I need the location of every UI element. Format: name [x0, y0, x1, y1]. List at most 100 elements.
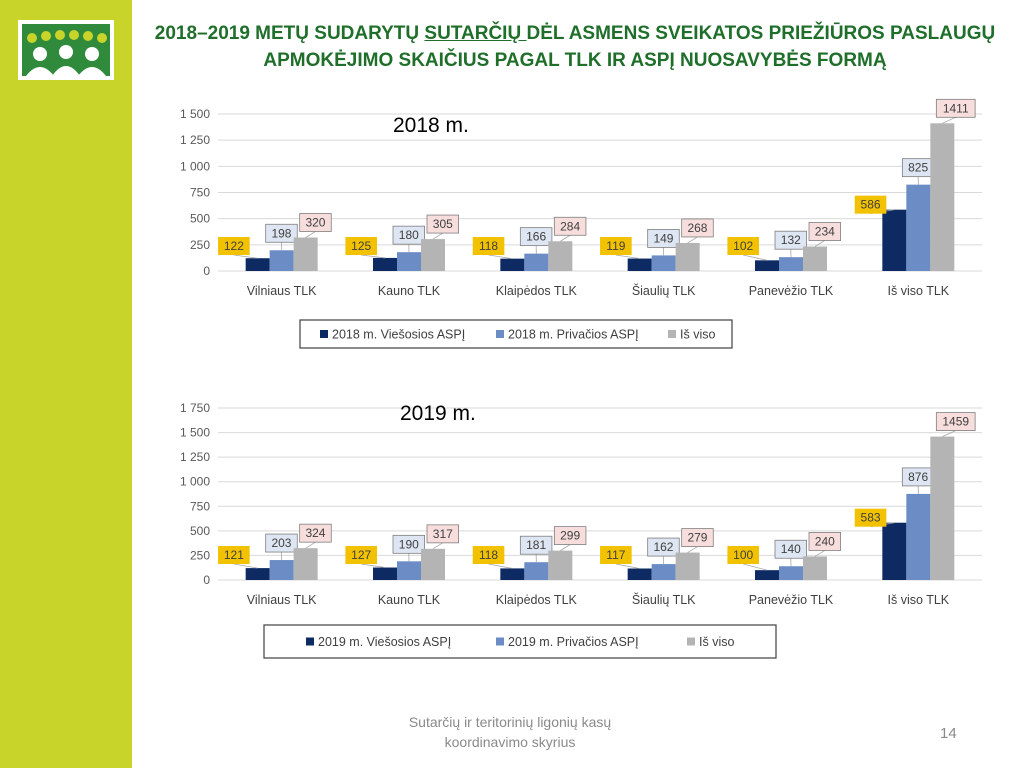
data-label-box: [392, 534, 426, 554]
bar: [675, 242, 700, 271]
data-label-box: [218, 546, 250, 564]
data-label: 1459: [942, 415, 969, 429]
data-label-box: [392, 225, 426, 245]
data-label: 127: [351, 548, 371, 562]
bar: [930, 436, 955, 580]
label-leader: [361, 563, 386, 568]
y-tick-label: 500: [190, 524, 210, 538]
data-label-box: [553, 216, 587, 236]
bar: [803, 246, 827, 271]
data-label: 299: [560, 529, 580, 543]
y-tick-label: 1 250: [180, 133, 210, 147]
sidebar-accent: [0, 0, 132, 768]
y-tick-label: 1 000: [180, 159, 210, 173]
bar: [627, 258, 652, 271]
x-category-label: Panevėžio TLK: [749, 593, 834, 607]
data-label-box: [553, 526, 587, 546]
data-label-box: [935, 412, 976, 432]
data-label-box: [935, 98, 976, 118]
bar: [930, 123, 955, 271]
y-tick-label: 750: [190, 186, 210, 200]
data-label-box: [808, 532, 842, 551]
x-category-label: Šiaulių TLK: [632, 283, 696, 298]
data-label-box: [647, 229, 680, 248]
data-label-box: [774, 539, 808, 559]
label-leader: [814, 240, 826, 247]
data-label: 198: [271, 226, 291, 240]
bar: [755, 260, 779, 271]
bar: [651, 564, 676, 580]
bar: [779, 257, 803, 271]
title-underlined-word: SUTARČIŲ: [424, 23, 527, 44]
x-category-label: Iš viso TLK: [888, 593, 950, 607]
data-label-box: [681, 218, 714, 238]
data-label: 190: [399, 537, 419, 551]
data-label: 140: [781, 542, 801, 556]
legend-swatch: [668, 330, 676, 338]
bar: [245, 258, 270, 271]
data-label: 876: [908, 470, 928, 484]
data-label-box: [519, 227, 553, 247]
legend-label: Iš viso: [680, 328, 715, 342]
bar: [373, 257, 397, 271]
label-leader: [560, 544, 571, 551]
data-label: 119: [606, 239, 625, 253]
y-tick-label: 1 500: [180, 107, 210, 121]
data-label-box: [854, 508, 887, 527]
label-leader: [305, 541, 316, 549]
bar: [675, 552, 700, 580]
x-category-label: Kauno TLK: [378, 593, 441, 607]
label-leader: [743, 254, 768, 261]
bar: [269, 250, 294, 271]
bar: [500, 258, 525, 271]
data-label: 125: [351, 239, 371, 253]
data-label-box: [265, 533, 298, 553]
x-category-label: Vilniaus TLK: [247, 284, 317, 298]
x-category-label: Klaipėdos TLK: [496, 593, 578, 607]
data-label: 234: [815, 225, 835, 239]
bar: [906, 493, 931, 580]
footer-department: Sutarčių ir teritorinių ligonių kasų koo…: [408, 714, 612, 750]
label-leader: [687, 236, 698, 244]
x-category-label: Kauno TLK: [378, 284, 441, 298]
y-tick-label: 250: [190, 548, 210, 562]
label-leader: [942, 116, 956, 124]
bar: [293, 548, 318, 580]
label-leader: [615, 563, 640, 569]
label-leader: [432, 232, 444, 240]
bar: [906, 184, 931, 271]
label-leader: [488, 254, 513, 260]
chart-2019-svg: 0 250 500 750 1 000 1 250 1 500 1 750 2019 m. Vil…: [180, 401, 982, 659]
bar: [882, 522, 907, 580]
bar: [548, 550, 573, 580]
bar: [245, 568, 270, 580]
bar: [524, 562, 549, 580]
people-logo-icon: [22, 24, 110, 76]
label-leader: [814, 550, 826, 557]
data-label-box: [854, 195, 887, 214]
bar: [651, 255, 676, 271]
x-category-label: Panevėžio TLK: [749, 284, 834, 298]
data-label-box: [265, 223, 298, 243]
data-label: 1411: [943, 101, 969, 115]
bar: [421, 239, 445, 271]
bar: [548, 241, 573, 271]
bar: [779, 566, 803, 580]
legend-swatch: [306, 637, 314, 646]
chart-title: 2018 m.: [393, 114, 469, 137]
label-leader: [687, 546, 698, 553]
bar: [524, 253, 549, 271]
data-label: 586: [861, 198, 881, 212]
bar: [293, 237, 318, 271]
data-label: 279: [687, 531, 707, 545]
slide-title: 2018–2019 METŲ SUDARYTŲ SUTARČIŲ DĖL ASM…: [154, 23, 996, 71]
data-label: 118: [479, 548, 498, 562]
legend-swatch: [320, 330, 328, 338]
data-label: 180: [399, 228, 419, 242]
label-leader: [233, 254, 258, 259]
chart-2018-svg: 0 250 500 750 1 000 1 250 1 500 2018 m. Vilniaus…: [180, 98, 982, 349]
label-leader: [233, 563, 258, 569]
label-leader: [743, 563, 768, 571]
data-label: 102: [733, 239, 753, 253]
data-label: 203: [271, 536, 291, 550]
